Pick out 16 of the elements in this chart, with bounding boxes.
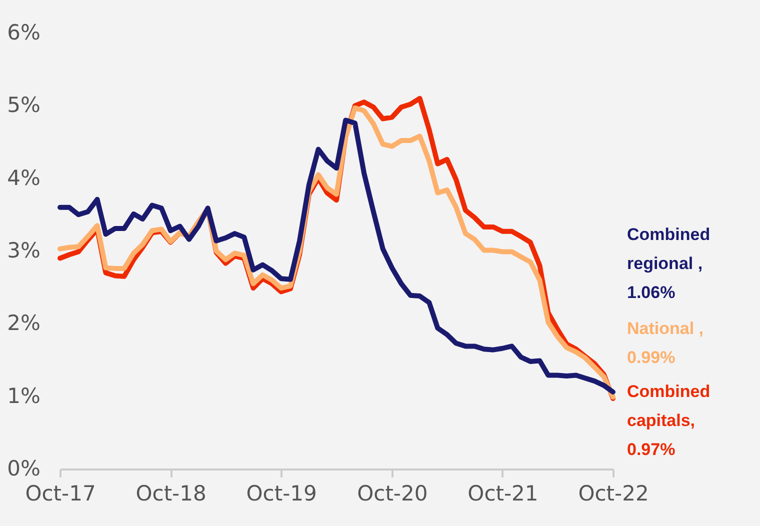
y-tick-label: 2% xyxy=(7,311,40,336)
x-tick-label: Oct-21 xyxy=(468,482,538,506)
y-tick-label: 5% xyxy=(7,93,40,118)
y-tick-label: 6% xyxy=(7,20,40,44)
y-tick-label: 0% xyxy=(7,456,40,480)
y-tick-label: 1% xyxy=(7,384,40,408)
x-tick-label: Oct-20 xyxy=(357,482,428,506)
y-tick-label: 3% xyxy=(7,238,40,262)
y-tick-label: 4% xyxy=(7,166,40,190)
x-tick-label: Oct-18 xyxy=(136,482,206,506)
series-label: Combined capitals, 0.97% xyxy=(627,382,710,459)
series-label: National , 0.99% xyxy=(627,318,704,367)
x-tick-label: Oct-19 xyxy=(246,482,317,506)
x-tick-label: Oct-17 xyxy=(25,482,96,506)
text: Combined regional , 1.06% xyxy=(627,225,710,302)
x-tick-label: Oct-22 xyxy=(578,482,649,506)
